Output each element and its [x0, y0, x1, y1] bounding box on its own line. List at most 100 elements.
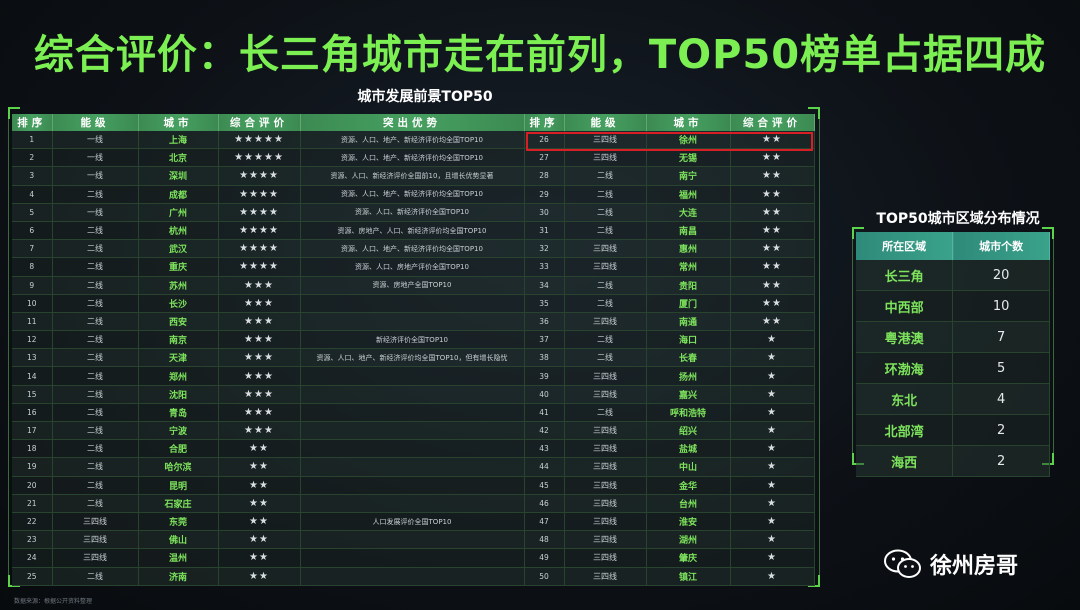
advantage-cell: 资源、人口、地产、新经济评价均全国TOP10: [300, 185, 525, 204]
city-cell: 南京: [138, 330, 219, 350]
rank-cell: 14: [12, 366, 53, 386]
header-city-2: 城市: [646, 114, 731, 131]
city-cell: 重庆: [138, 257, 219, 277]
rank-cell: 18: [12, 439, 53, 459]
rating-cell: ★: [730, 385, 815, 404]
level-cell: 三四线: [564, 148, 647, 168]
region-name: 海西: [856, 445, 954, 477]
rating-cell: ★★★: [218, 294, 301, 313]
table-header-row: 排序 能级 城市 综合评价 突出优势 排序 能级 城市 综合评价: [12, 114, 815, 131]
rating-cell: ★★: [218, 530, 301, 550]
advantage-cell: [300, 548, 525, 568]
rank-cell: 40: [524, 385, 565, 404]
city-cell: 绍兴: [646, 421, 731, 441]
advantage-cell: 资源、人口、地产、新经济评价均全国TOP10: [300, 239, 525, 259]
rating-cell: ★★: [730, 239, 815, 259]
region-count: 7: [952, 321, 1050, 353]
region-header-row: 所在区域 城市个数: [856, 232, 1050, 260]
table-row: 6 二线 杭州 ★★★★ 资源、房地产、人口、新经济评价均全国TOP10 31 二线 南昌 ★★: [12, 221, 815, 241]
rating-cell: ★: [730, 439, 815, 459]
rank-cell: 36: [524, 312, 565, 332]
rating-cell: ★: [730, 366, 815, 386]
advantage-cell: 人口发展评价全国TOP10: [300, 512, 525, 532]
city-cell: 广州: [138, 203, 219, 222]
level-cell: 二线: [564, 403, 647, 423]
city-cell: 天津: [138, 348, 219, 368]
rating-cell: ★★★: [218, 330, 301, 350]
level-cell: 二线: [52, 257, 139, 277]
rank-cell: 49: [524, 548, 565, 568]
rating-cell: ★★★★: [218, 166, 301, 186]
rating-cell: ★★★★: [218, 221, 301, 241]
header-rank: 排序: [12, 114, 53, 131]
level-cell: 二线: [564, 221, 647, 241]
header-advantage: 突出优势: [300, 114, 525, 131]
level-cell: 一线: [52, 148, 139, 168]
advantage-cell: [300, 439, 525, 459]
rank-cell: 17: [12, 421, 53, 441]
city-cell: 杭州: [138, 221, 219, 241]
city-cell: 沈阳: [138, 385, 219, 404]
rank-cell: 22: [12, 512, 53, 532]
table-row: 20 二线 昆明 ★★ 45 三四线 金华 ★: [12, 476, 815, 495]
rank-cell: 4: [12, 185, 53, 204]
table-row: 23 三四线 佛山 ★★ 48 三四线 湖州 ★: [12, 530, 815, 550]
city-cell: 中山: [646, 457, 731, 477]
rating-cell: ★★: [218, 548, 301, 568]
rank-cell: 20: [12, 476, 53, 495]
rating-cell: ★★★: [218, 385, 301, 404]
level-cell: 二线: [564, 294, 647, 313]
rank-cell: 24: [12, 548, 53, 568]
rating-cell: ★★★★★: [218, 131, 301, 150]
rating-cell: ★: [730, 530, 815, 550]
level-cell: 二线: [52, 221, 139, 241]
level-cell: 二线: [564, 330, 647, 350]
header-level: 能级: [52, 114, 139, 131]
region-row: 东北 4: [856, 383, 1050, 415]
rating-cell: ★★: [730, 294, 815, 313]
rating-cell: ★: [730, 421, 815, 441]
rating-cell: ★★: [218, 512, 301, 532]
city-cell: 南通: [646, 312, 731, 332]
header-rating-2: 综合评价: [730, 114, 815, 131]
level-cell: 二线: [52, 403, 139, 423]
level-cell: 三四线: [564, 512, 647, 532]
rank-cell: 43: [524, 439, 565, 459]
rating-cell: ★★: [730, 185, 815, 204]
level-cell: 三四线: [564, 131, 647, 150]
rating-cell: ★★: [218, 457, 301, 477]
rank-cell: 37: [524, 330, 565, 350]
advantage-cell: [300, 294, 525, 313]
level-cell: 二线: [564, 203, 647, 222]
table-row: 25 二线 济南 ★★ 50 三四线 镇江 ★: [12, 567, 815, 586]
city-cell: 苏州: [138, 276, 219, 295]
advantage-cell: [300, 457, 525, 477]
rating-cell: ★★★: [218, 312, 301, 332]
region-count: 2: [952, 445, 1050, 477]
table-row: 8 二线 重庆 ★★★★ 资源、人口、房地产评价全国TOP10 33 三四线 常州 ★★: [12, 257, 815, 277]
rating-cell: ★★: [218, 476, 301, 495]
rank-cell: 6: [12, 221, 53, 241]
city-cell: 惠州: [646, 239, 731, 259]
rank-cell: 50: [524, 567, 565, 586]
city-cell: 镇江: [646, 567, 731, 586]
level-cell: 三四线: [564, 366, 647, 386]
rating-cell: ★★: [218, 439, 301, 459]
city-cell: 厦门: [646, 294, 731, 313]
level-cell: 一线: [52, 131, 139, 150]
rank-cell: 41: [524, 403, 565, 423]
rating-cell: ★★★: [218, 348, 301, 368]
advantage-cell: 新经济评价全国TOP10: [300, 330, 525, 350]
level-cell: 三四线: [564, 457, 647, 477]
level-cell: 三四线: [564, 312, 647, 332]
level-cell: 二线: [52, 457, 139, 477]
table-row: 2 一线 北京 ★★★★★ 资源、人口、地产、新经济评价均全国TOP10 27 三四线 无锡 ★…: [12, 148, 815, 168]
rank-cell: 7: [12, 239, 53, 259]
table-row: 3 一线 深圳 ★★★★ 资源、人口、新经济评价全国前10，且增长优势显著 28 二线 南宁 ★…: [12, 166, 815, 186]
rank-cell: 26: [524, 131, 565, 150]
city-cell: 金华: [646, 476, 731, 495]
level-cell: 三四线: [52, 530, 139, 550]
level-cell: 三四线: [564, 494, 647, 513]
city-cell: 贵阳: [646, 276, 731, 295]
header-rating: 综合评价: [218, 114, 301, 131]
